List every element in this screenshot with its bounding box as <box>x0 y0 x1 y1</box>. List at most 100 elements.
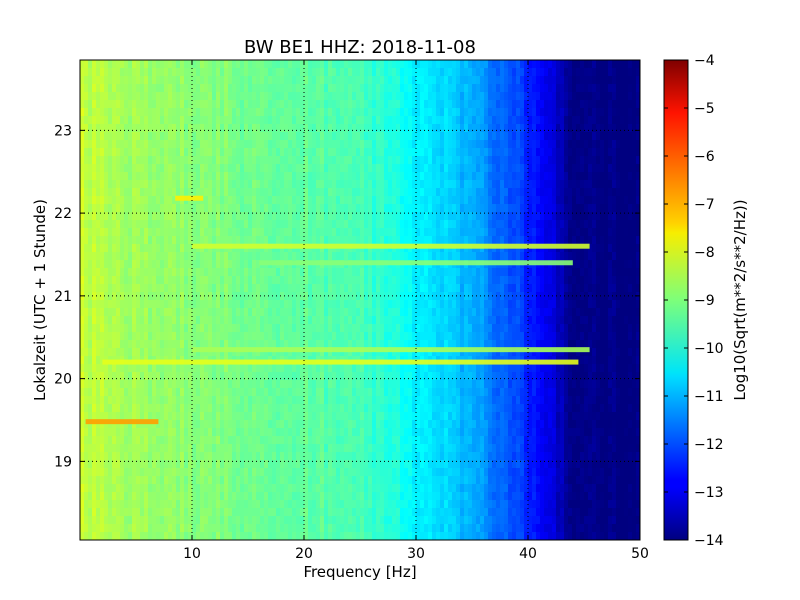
heatmap-cell <box>384 420 389 429</box>
heatmap-cell <box>92 220 97 229</box>
heatmap-cell <box>312 484 317 493</box>
heatmap-cell <box>340 172 345 181</box>
heatmap-cell <box>168 412 173 421</box>
heatmap-cell <box>344 476 349 485</box>
heatmap-cell <box>332 172 337 181</box>
heatmap-cell <box>300 420 305 429</box>
heatmap-cell <box>324 380 329 389</box>
heatmap-cell <box>252 468 257 477</box>
heatmap-cell <box>276 468 281 477</box>
heatmap-cell <box>164 364 169 373</box>
heatmap-cell <box>92 68 97 77</box>
heatmap-cell <box>372 316 377 325</box>
heatmap-cell <box>304 252 309 261</box>
heatmap-cell <box>228 228 233 237</box>
heatmap-cell <box>176 308 181 317</box>
heatmap-cell <box>372 196 377 205</box>
heatmap-cell <box>184 172 189 181</box>
heatmap-cell <box>256 164 261 173</box>
heatmap-cell <box>372 204 377 213</box>
heatmap-cell <box>248 476 253 485</box>
heatmap-cell <box>208 468 213 477</box>
heatmap-cell <box>300 532 305 540</box>
heatmap-cell <box>360 492 365 501</box>
heatmap-cell <box>356 204 361 213</box>
heatmap-cell <box>292 236 297 245</box>
heatmap-cell <box>304 412 309 421</box>
heatmap-cell <box>196 116 201 125</box>
heatmap-cell <box>260 484 265 493</box>
heatmap-cell <box>260 140 265 149</box>
heatmap-cell <box>144 92 149 101</box>
heatmap-cell <box>160 388 165 397</box>
heatmap-cell <box>252 196 257 205</box>
heatmap-cell <box>264 84 269 93</box>
heatmap-cell <box>204 236 209 245</box>
heatmap-cell <box>412 60 417 69</box>
heatmap-cell <box>372 60 377 69</box>
heatmap-cell <box>372 484 377 493</box>
heatmap-cell <box>124 484 129 493</box>
heatmap-cell <box>172 428 177 437</box>
heatmap-cell <box>388 68 393 77</box>
heatmap-cell <box>180 332 185 341</box>
heatmap-cell <box>364 444 369 453</box>
heatmap-cell <box>300 332 305 341</box>
heatmap-cell <box>328 124 333 133</box>
heatmap-cell <box>404 484 409 493</box>
heatmap-cell <box>88 292 93 301</box>
heatmap-cell <box>320 484 325 493</box>
heatmap-cell <box>160 372 165 381</box>
heatmap-cell <box>396 180 401 189</box>
heatmap-cell <box>200 484 205 493</box>
heatmap-cell <box>288 508 293 517</box>
heatmap-cell <box>224 180 229 189</box>
heatmap-cell <box>392 164 397 173</box>
heatmap-cell <box>320 500 325 509</box>
heatmap-cell <box>136 204 141 213</box>
heatmap-cell <box>112 188 117 197</box>
heatmap-cell <box>332 196 337 205</box>
heatmap-cell <box>200 380 205 389</box>
heatmap-cell <box>412 76 417 85</box>
heatmap-cell <box>216 268 221 277</box>
heatmap-cell <box>284 420 289 429</box>
heatmap-cell <box>196 156 201 165</box>
heatmap-cell <box>120 428 125 437</box>
heatmap-cell <box>408 292 413 301</box>
heatmap-cell <box>232 388 237 397</box>
heatmap-cell <box>380 188 385 197</box>
heatmap-cell <box>84 180 89 189</box>
heatmap-cell <box>292 484 297 493</box>
heatmap-cell <box>368 436 373 445</box>
heatmap-cell <box>388 124 393 133</box>
heatmap-cell <box>296 452 301 461</box>
heatmap-cell <box>184 188 189 197</box>
heatmap-cell <box>380 212 385 221</box>
heatmap-cell <box>168 396 173 405</box>
heatmap-cell <box>260 420 265 429</box>
heatmap-cell <box>136 276 141 285</box>
heatmap-cell <box>160 148 165 157</box>
heatmap-cell <box>344 268 349 277</box>
heatmap-cell <box>232 516 237 525</box>
heatmap-cell <box>292 492 297 501</box>
heatmap-cell <box>260 276 265 285</box>
heatmap-cell <box>248 492 253 501</box>
heatmap-cell <box>136 484 141 493</box>
heatmap-cell <box>224 348 229 357</box>
heatmap-cell <box>400 204 405 213</box>
heatmap-cell <box>264 140 269 149</box>
heatmap-cell <box>396 116 401 125</box>
heatmap-cell <box>196 316 201 325</box>
heatmap-cell <box>244 340 249 349</box>
heatmap-cell <box>348 148 353 157</box>
heatmap-cell <box>396 268 401 277</box>
heatmap-cell <box>412 132 417 141</box>
heatmap-cell <box>132 460 137 469</box>
heatmap-cell <box>188 116 193 125</box>
heatmap-cell <box>352 196 357 205</box>
heatmap-cell <box>308 284 313 293</box>
heatmap-cell <box>268 268 273 277</box>
heatmap-cell <box>296 444 301 453</box>
